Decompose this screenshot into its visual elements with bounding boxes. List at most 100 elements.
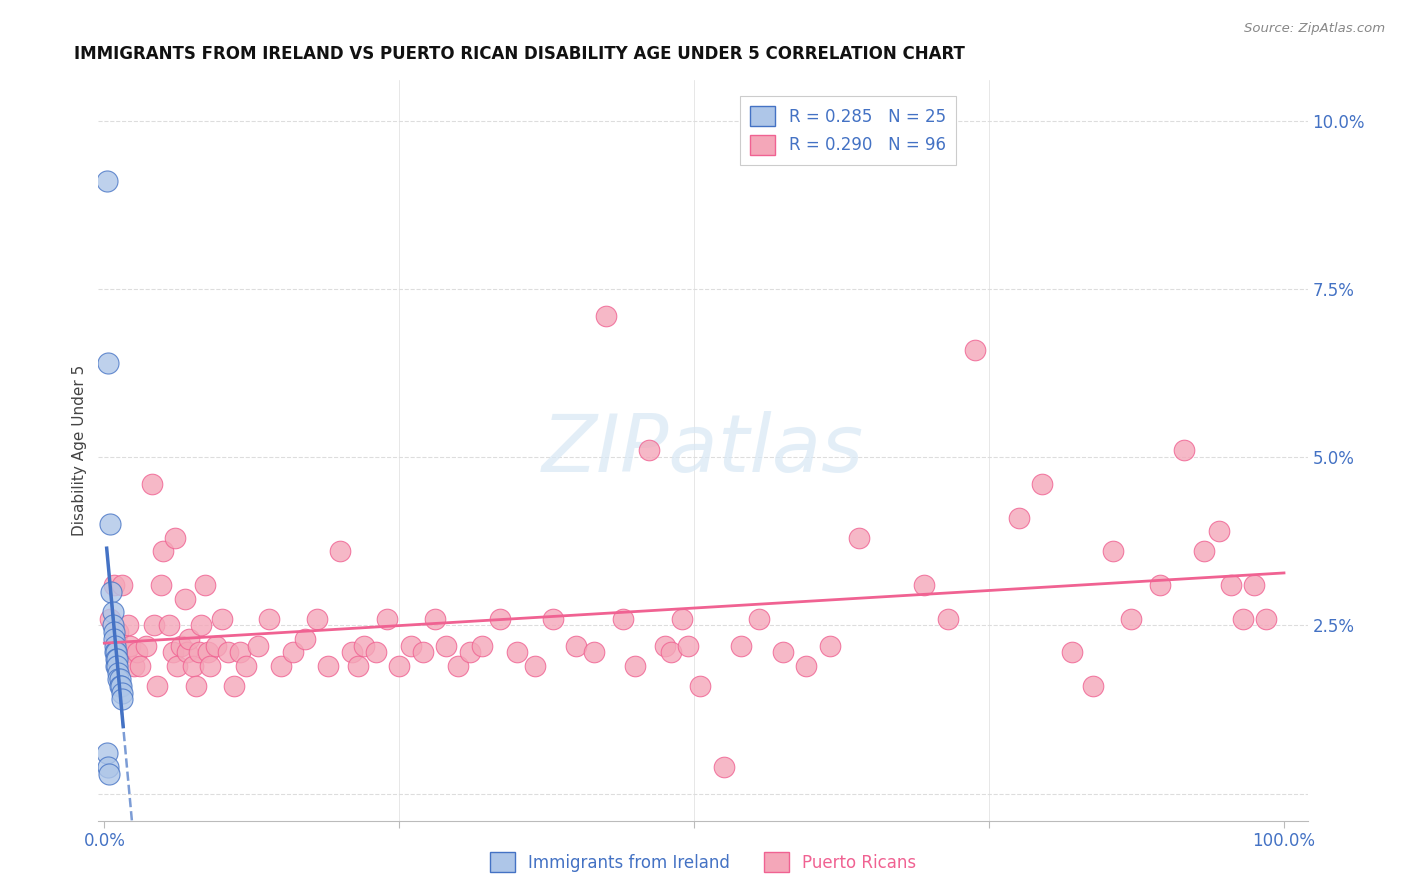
Point [114,645,136,659]
Point [471,639,494,653]
Point [229,645,252,659]
Point [1102,544,1125,558]
Point [713,760,735,774]
Point [794,658,817,673]
Point [423,612,446,626]
Point [98,517,121,532]
Point [671,612,693,626]
Point [105,632,128,646]
Y-axis label: Disability Age Under 5: Disability Age Under 5 [72,365,87,536]
Point [117,618,139,632]
Point [128,658,150,673]
Point [748,612,770,626]
Point [111,578,134,592]
Point [281,645,304,659]
Point [259,612,281,626]
Point [166,658,188,673]
Point [1232,612,1254,626]
Point [97,356,120,370]
Point [730,639,752,653]
Point [107,665,129,680]
Point [103,625,125,640]
Point [772,645,794,659]
Point [103,578,125,592]
Point [595,309,617,323]
Point [111,686,134,700]
Point [1081,679,1104,693]
Point [654,639,676,653]
Point [270,658,292,673]
Point [1219,578,1241,592]
Point [162,645,184,659]
Point [186,679,208,693]
Point [340,645,363,659]
Point [176,645,198,659]
Point [1149,578,1171,592]
Point [187,645,209,659]
Point [246,639,269,653]
Point [97,760,120,774]
Point [105,652,128,666]
Point [197,645,219,659]
Point [222,679,245,693]
Point [101,618,124,632]
Point [200,658,222,673]
Point [848,531,870,545]
Point [120,639,142,653]
Point [1060,645,1083,659]
Point [141,477,163,491]
Point [582,645,605,659]
Point [108,673,131,687]
Point [135,639,157,653]
Point [377,612,399,626]
Point [104,639,127,653]
Point [1031,477,1053,491]
Point [107,673,129,687]
Point [205,639,228,653]
Point [294,632,316,646]
Point [211,612,233,626]
Point [165,531,187,545]
Point [506,645,529,659]
Point [1256,612,1278,626]
Point [936,612,959,626]
Text: ZIPatlas: ZIPatlas [541,411,865,490]
Point [353,639,375,653]
Point [157,618,180,632]
Point [318,658,340,673]
Point [105,645,128,659]
Point [142,618,165,632]
Point [146,679,169,693]
Point [388,658,411,673]
Point [678,639,700,653]
Point [541,612,564,626]
Point [96,747,118,761]
Point [659,645,682,659]
Point [412,645,434,659]
Point [217,645,239,659]
Point [100,584,122,599]
Point [149,578,172,592]
Point [127,645,149,659]
Point [436,639,458,653]
Point [122,658,145,673]
Point [98,766,121,780]
Point [488,612,510,626]
Point [173,591,195,606]
Point [523,658,546,673]
Point [305,612,328,626]
Point [190,618,212,632]
Point [104,645,127,659]
Point [170,639,193,653]
Point [110,679,132,693]
Point [447,658,470,673]
Point [458,645,481,659]
Point [329,544,352,558]
Legend: Immigrants from Ireland, Puerto Ricans: Immigrants from Ireland, Puerto Ricans [484,846,922,879]
Point [818,639,841,653]
Point [1119,612,1142,626]
Point [179,632,201,646]
Point [235,658,257,673]
Point [347,658,370,673]
Point [1173,443,1195,458]
